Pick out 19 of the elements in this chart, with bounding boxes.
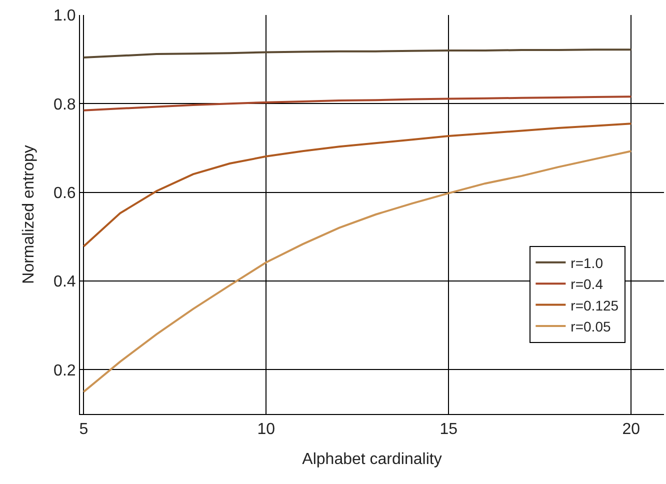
y-axis-title: Normalized entropy bbox=[20, 145, 38, 284]
x-tick-label: 20 bbox=[622, 421, 640, 438]
line-series bbox=[82, 96, 632, 112]
line-series bbox=[82, 48, 632, 59]
x-tick-label: 5 bbox=[79, 421, 88, 438]
y-tick-label: 0.6 bbox=[54, 184, 76, 202]
y-tick-label: 0.2 bbox=[54, 362, 76, 380]
y-tick-label: 0.8 bbox=[54, 96, 76, 114]
legend-label: r=0.125 bbox=[570, 297, 619, 314]
line-series bbox=[82, 122, 632, 248]
legend-label: r=0.4 bbox=[570, 276, 604, 292]
x-axis-title: Alphabet cardinality bbox=[302, 450, 442, 468]
x-tick-label: 15 bbox=[440, 421, 458, 438]
x-tick-label: 10 bbox=[257, 421, 276, 438]
legend-label: r=0.05 bbox=[570, 318, 611, 334]
y-tick-label: 0.4 bbox=[54, 274, 76, 291]
y-tick-label: 1.0 bbox=[54, 8, 76, 25]
line-series bbox=[82, 150, 632, 393]
legend-label: r=1.0 bbox=[570, 254, 604, 271]
